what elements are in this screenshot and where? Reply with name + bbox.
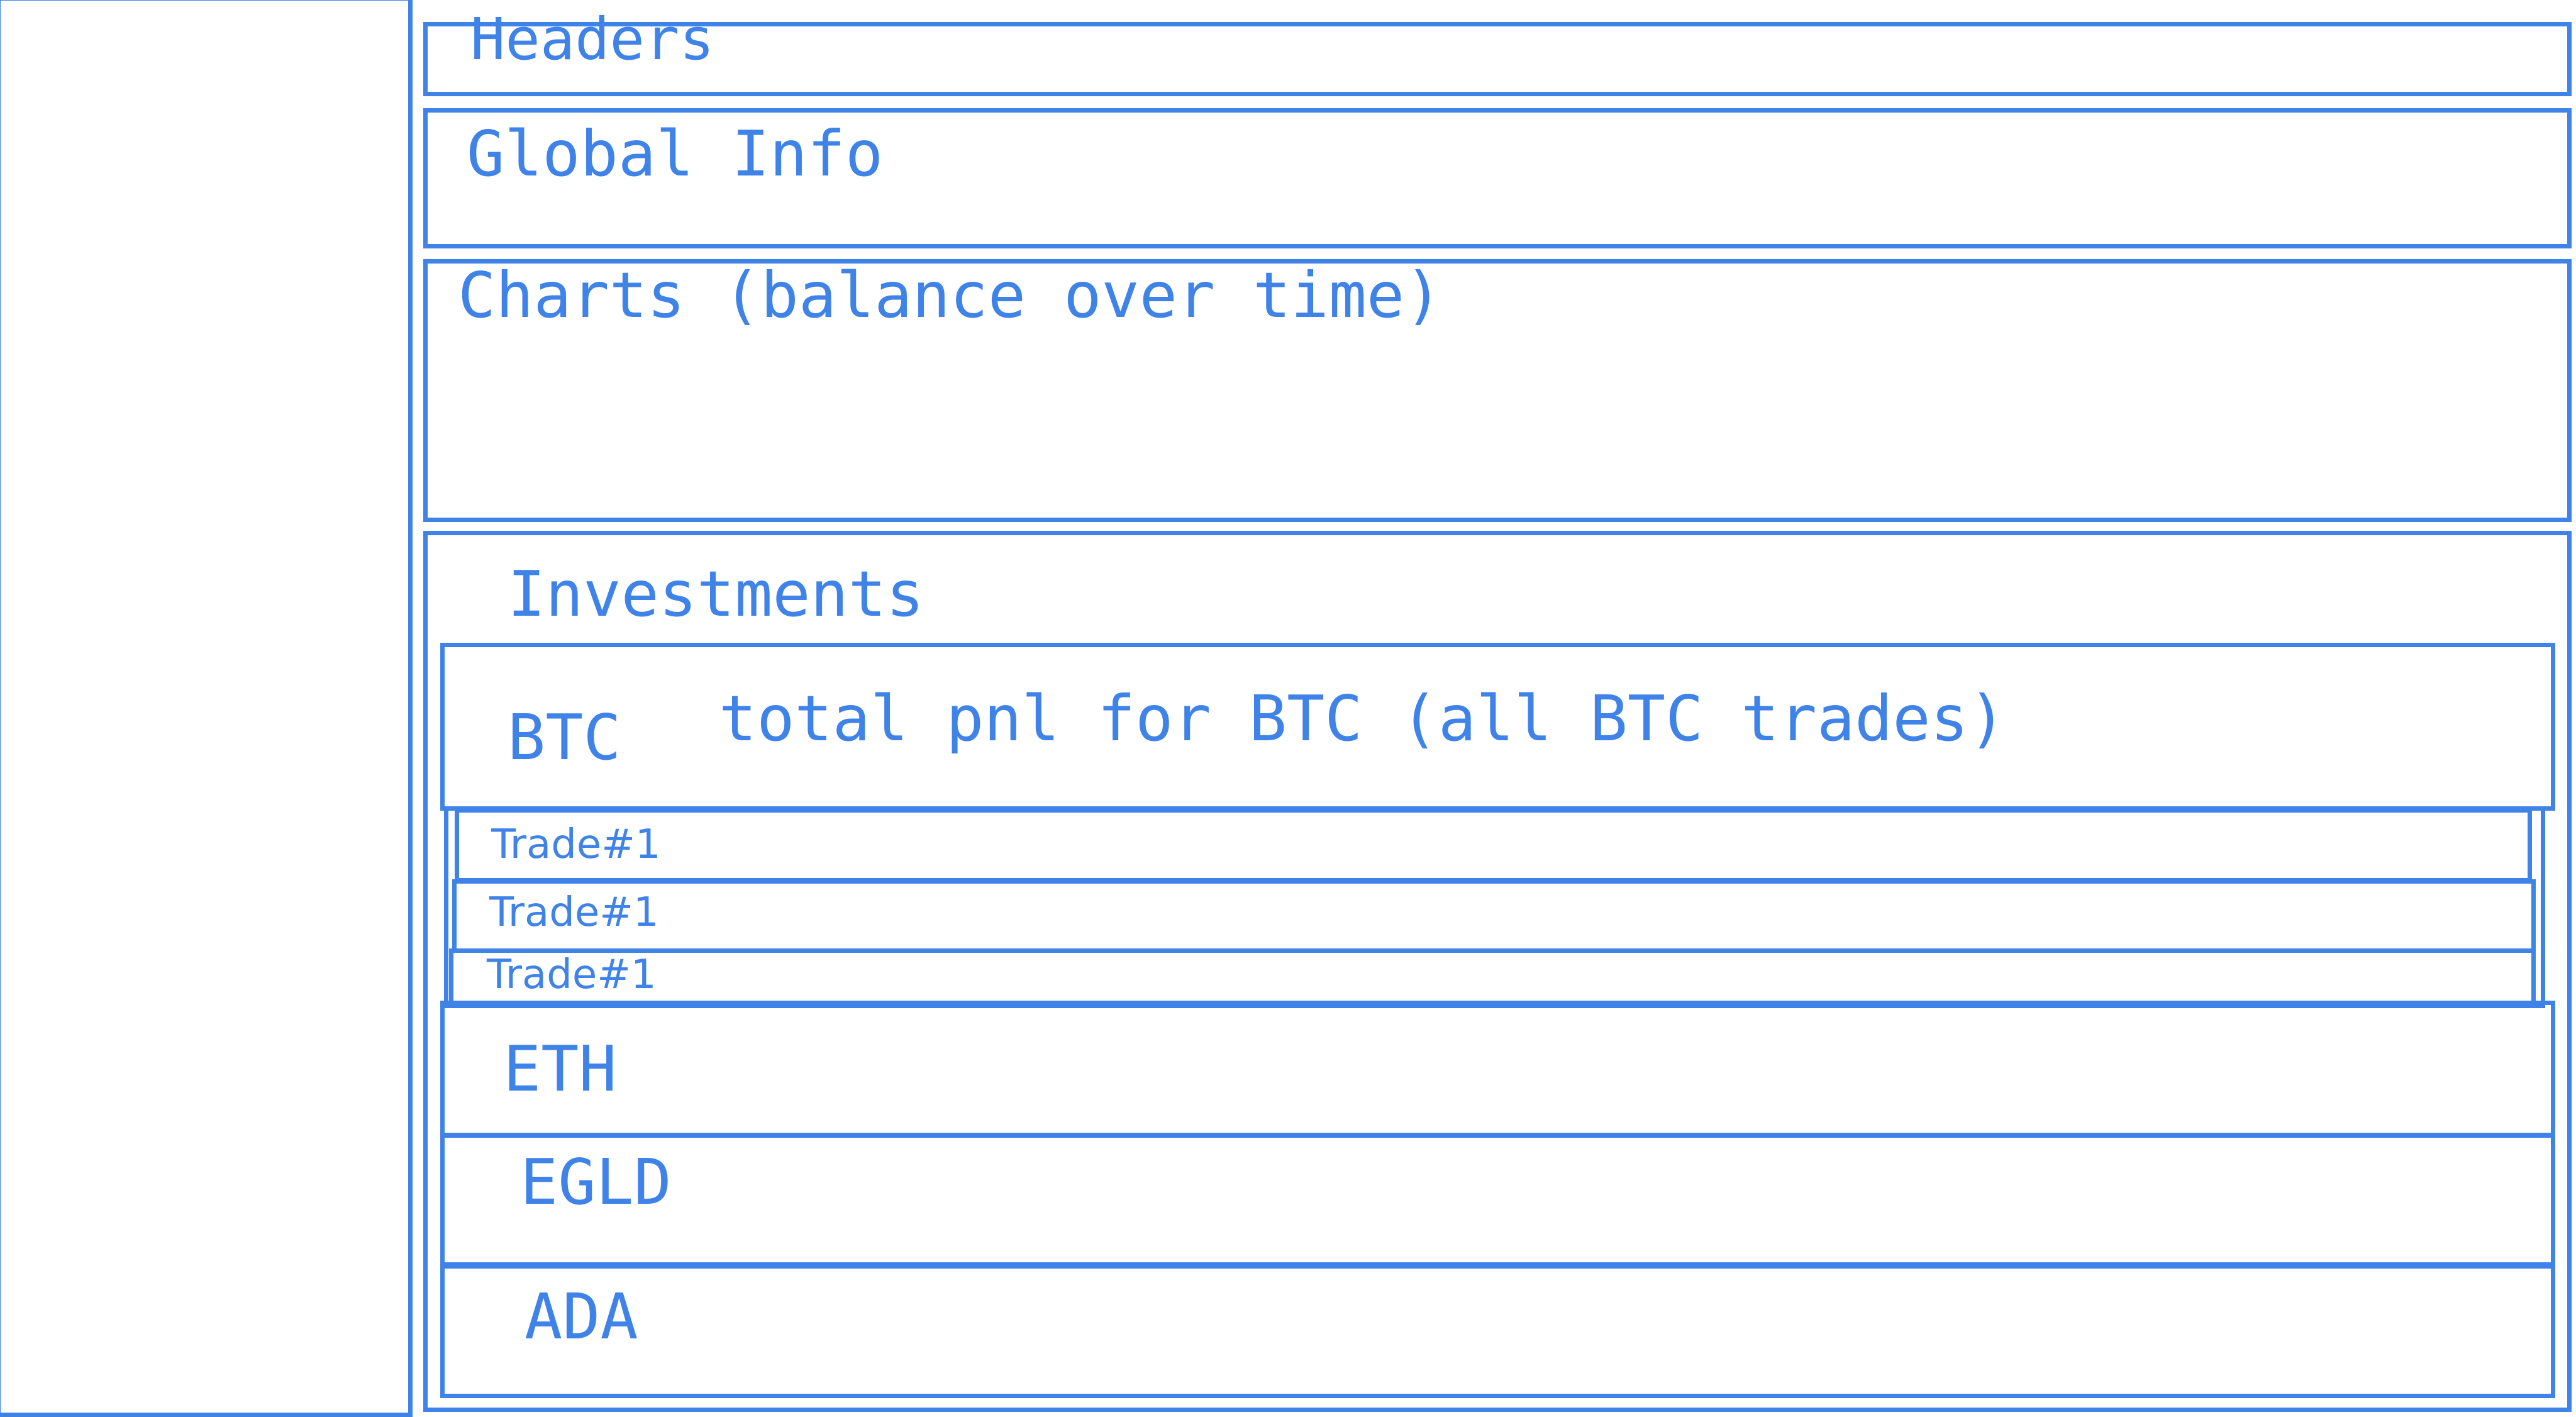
btc-label: BTC [508,701,621,774]
trade-row[interactable] [452,879,2536,953]
ada-row[interactable] [440,1262,2555,1398]
egld-label: EGLD [520,1145,672,1219]
trade-label: Trade#1 [491,821,661,868]
headers-section [423,22,2572,96]
eth-label: ETH [503,1032,617,1106]
trade-row[interactable] [455,808,2532,882]
ada-label: ADA [525,1280,638,1353]
global-info-label: Global Info [467,117,884,191]
global-info-section [423,108,2572,248]
charts-section [423,259,2572,522]
investments-section [423,531,2572,1412]
btc-total-pnl: total pnl for BTC (all BTC trades) [719,682,2006,755]
trade-row[interactable] [449,948,2536,1008]
trade-label: Trade#1 [487,952,657,998]
investments-label: Investments [508,557,924,631]
sidebar-panel [0,0,413,1417]
eth-row[interactable] [440,1001,2555,1138]
headers-label: Headers [470,6,714,73]
egld-row[interactable] [440,1133,2555,1269]
trade-label: Trade#1 [489,889,659,936]
charts-label: Charts (balance over time) [458,258,1443,332]
